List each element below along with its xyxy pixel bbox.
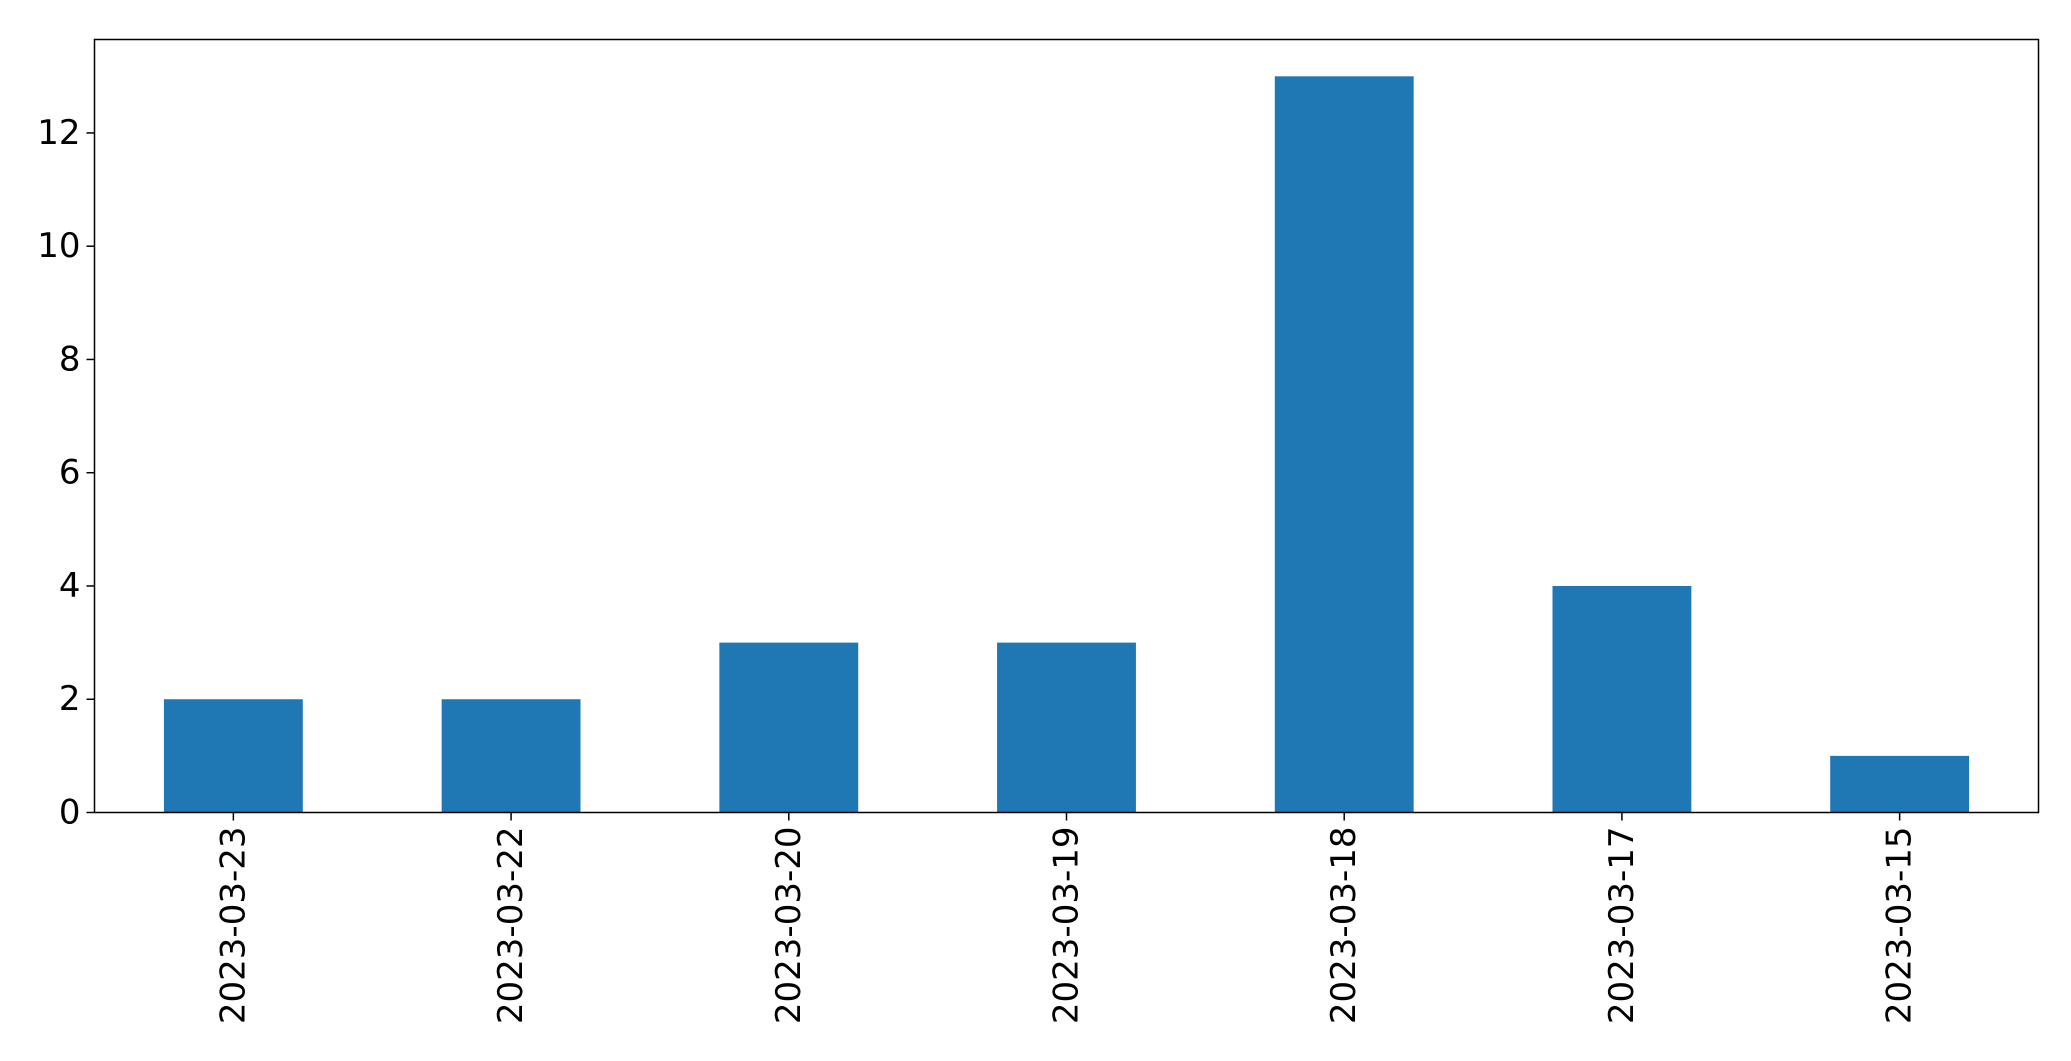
x-tick-label: 2023-03-20 (769, 827, 809, 1025)
y-tick-label: 6 (59, 453, 81, 493)
x-tick-label: 2023-03-23 (213, 827, 253, 1025)
bar-2023-03-17 (1552, 585, 1692, 813)
x-tick-label: 2023-03-18 (1324, 827, 1364, 1025)
plot-frame (93, 38, 2040, 814)
x-axis: 2023-03-23 2023-03-22 2023-03-20 2023-03-19… (213, 812, 1920, 1025)
bar-2023-03-22 (441, 699, 581, 813)
x-tick-label: 2023-03-22 (491, 827, 531, 1025)
bar-2023-03-20 (719, 642, 859, 813)
bar-2023-03-19 (997, 642, 1136, 813)
y-tick-label: 8 (59, 339, 81, 379)
x-tick-label: 2023-03-17 (1602, 827, 1642, 1025)
y-tick-label: 2 (59, 679, 81, 719)
y-tick-label: 10 (37, 226, 80, 266)
bars-layer (163, 76, 1970, 813)
y-tick-label: 12 (37, 113, 80, 153)
bar-2023-03-18 (1274, 76, 1414, 813)
y-tick-label: 4 (59, 566, 81, 606)
bar-2023-03-15 (1830, 755, 1970, 813)
y-axis: 0 2 4 6 8 10 12 (37, 113, 95, 833)
x-tick-label: 2023-03-19 (1047, 827, 1087, 1025)
bar-2023-03-23 (163, 699, 303, 813)
y-tick-label: 0 (59, 793, 81, 833)
x-tick-label: 2023-03-15 (1880, 827, 1920, 1025)
